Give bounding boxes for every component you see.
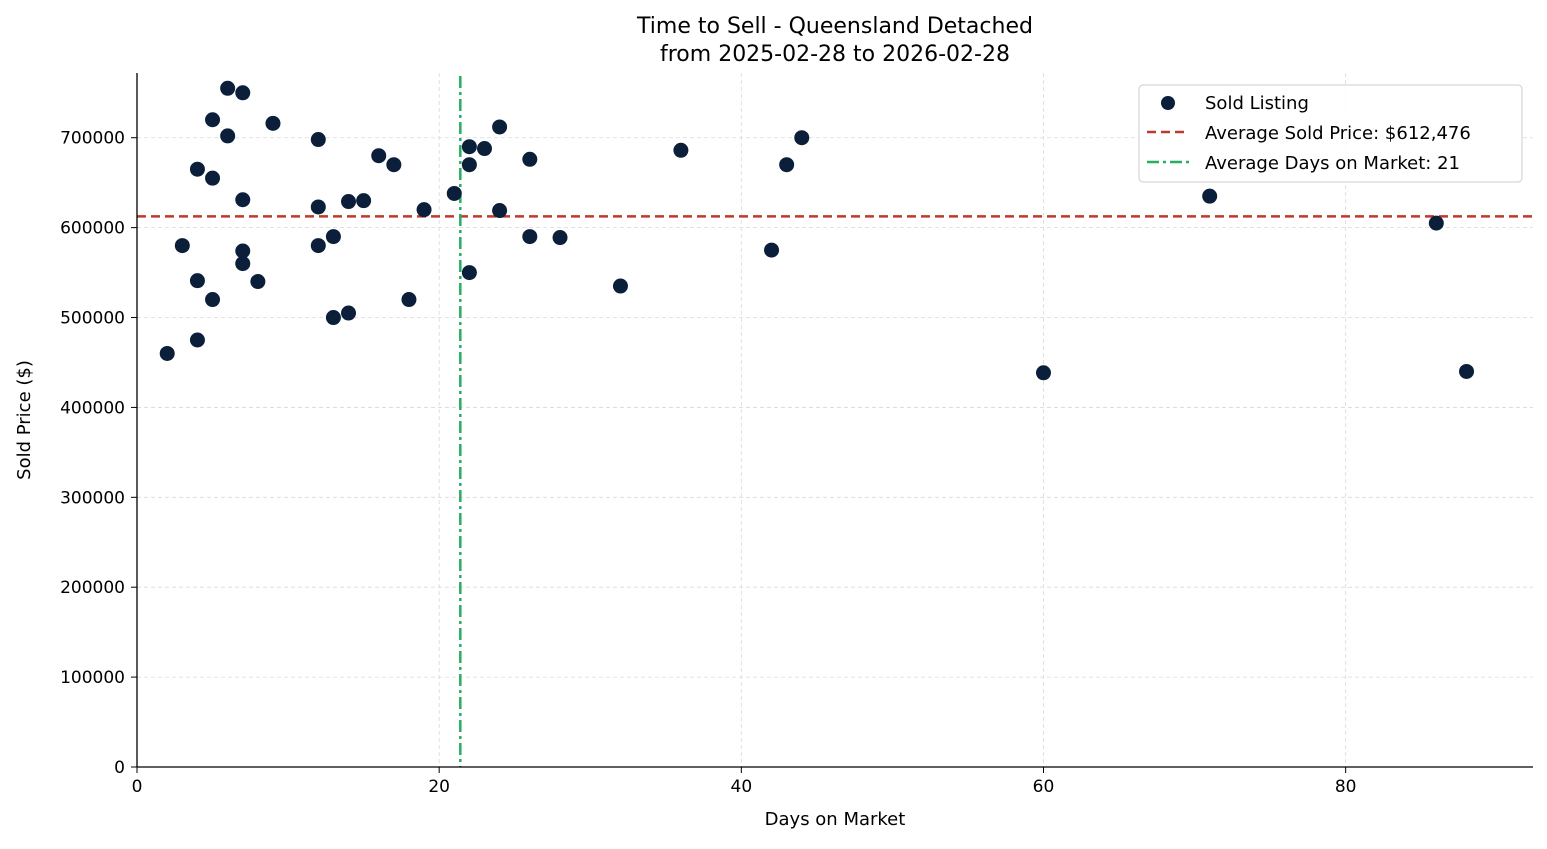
data-point [446, 185, 462, 201]
data-point [235, 192, 251, 208]
ticks: 0 20 40 60 80 0 100000 200000 300000 400000 500000… [60, 129, 1356, 797]
data-point [673, 142, 689, 158]
data-point [205, 170, 221, 186]
y-tick-label: 500000 [60, 309, 125, 329]
x-tick-label: 0 [132, 777, 143, 797]
chart-subtitle: from 2025-02-28 to 2026-02-28 [660, 42, 1010, 67]
points [159, 80, 1475, 381]
data-point [492, 203, 508, 219]
data-point [310, 199, 326, 215]
data-point [341, 194, 357, 210]
legend-marker-sold [1161, 96, 1175, 110]
legend-box [1138, 84, 1523, 183]
data-point [235, 243, 251, 259]
data-point [612, 278, 628, 294]
x-tick-label: 40 [731, 777, 753, 797]
data-point [325, 310, 341, 326]
data-point [189, 332, 205, 348]
chart-title: Time to Sell - Queensland Detached [636, 14, 1033, 39]
legend: Sold Listing Average Sold Price: $612,47… [1138, 84, 1523, 183]
data-point [461, 157, 477, 173]
data-point [492, 119, 508, 135]
data-point [189, 273, 205, 289]
data-point [235, 85, 251, 101]
data-point [174, 238, 190, 254]
data-point [1202, 188, 1218, 204]
x-tick-label: 80 [1335, 777, 1357, 797]
data-point [310, 132, 326, 148]
data-point [235, 256, 251, 272]
y-tick-label: 400000 [60, 398, 125, 418]
data-point [1459, 363, 1475, 379]
data-point [416, 202, 432, 218]
data-point [794, 130, 810, 146]
data-point [552, 230, 568, 246]
data-point [461, 139, 477, 155]
data-point [310, 238, 326, 254]
data-point [779, 157, 795, 173]
data-point [325, 229, 341, 245]
legend-label-avg-price: Average Sold Price: $612,476 [1205, 123, 1471, 144]
legend-label-sold: Sold Listing [1205, 93, 1309, 114]
y-tick-label: 200000 [60, 578, 125, 598]
y-tick-label: 0 [114, 758, 125, 778]
data-point [401, 292, 417, 308]
y-tick-label: 700000 [60, 129, 125, 149]
legend-label-avg-days: Average Days on Market: 21 [1205, 153, 1460, 174]
x-tick-label: 20 [428, 777, 450, 797]
data-point [476, 141, 492, 157]
data-point [159, 345, 175, 361]
data-point [265, 115, 281, 131]
data-point [461, 265, 477, 281]
data-point [1428, 215, 1444, 231]
data-point [522, 229, 538, 245]
data-point [189, 161, 205, 177]
y-tick-label: 300000 [60, 488, 125, 508]
x-axis-label: Days on Market [765, 809, 906, 830]
x-tick-label: 60 [1033, 777, 1055, 797]
data-point [522, 151, 538, 167]
data-point [356, 193, 372, 209]
data-point [220, 128, 236, 144]
data-point [1035, 365, 1051, 381]
y-tick-label: 600000 [60, 219, 125, 239]
data-point [386, 157, 402, 173]
data-point [341, 305, 357, 321]
data-point [764, 242, 780, 258]
data-point [220, 80, 236, 96]
y-axis-label: Sold Price ($) [14, 360, 35, 480]
data-point [250, 274, 266, 290]
data-point [205, 112, 221, 128]
data-point [371, 148, 387, 164]
data-point [205, 292, 221, 308]
y-tick-label: 100000 [60, 668, 125, 688]
